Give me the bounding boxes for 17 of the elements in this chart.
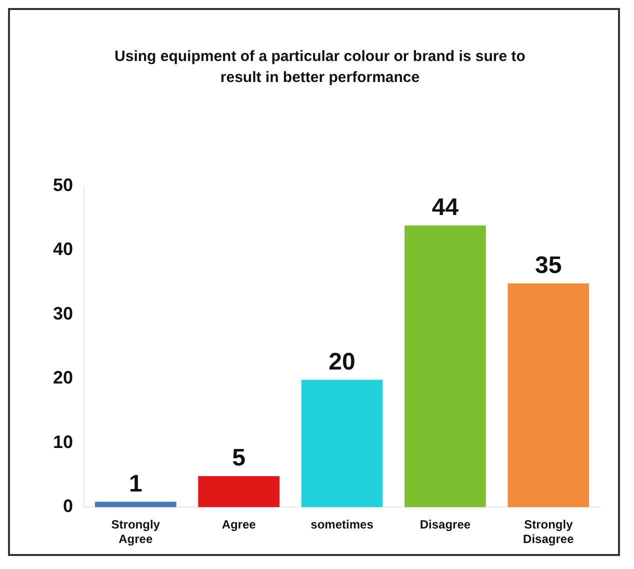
y-tick-label: 50	[52, 174, 74, 195]
x-tick-label: sometimes	[310, 518, 374, 532]
data-label: 44	[432, 194, 460, 222]
y-tick-label: 30	[52, 303, 74, 324]
x-tick-label: Agree	[222, 518, 256, 532]
y-tick-label: 0	[63, 496, 74, 516]
data-label: 5	[232, 444, 246, 472]
data-label: 1	[128, 470, 142, 498]
x-tick-label: Strongly Agree	[111, 518, 160, 546]
y-tick-label: 40	[52, 239, 74, 260]
y-tick-label: 20	[52, 368, 74, 388]
x-tick-label: Strongly Disagree	[523, 518, 574, 546]
data-label: 20	[328, 348, 356, 376]
chart-title: Using equipment of a particular colour or brand is sure to result in better performance	[114, 47, 526, 88]
y-tick-label: 10	[52, 432, 74, 452]
x-tick-label: Disagree	[420, 518, 471, 532]
data-label: 35	[535, 252, 562, 279]
